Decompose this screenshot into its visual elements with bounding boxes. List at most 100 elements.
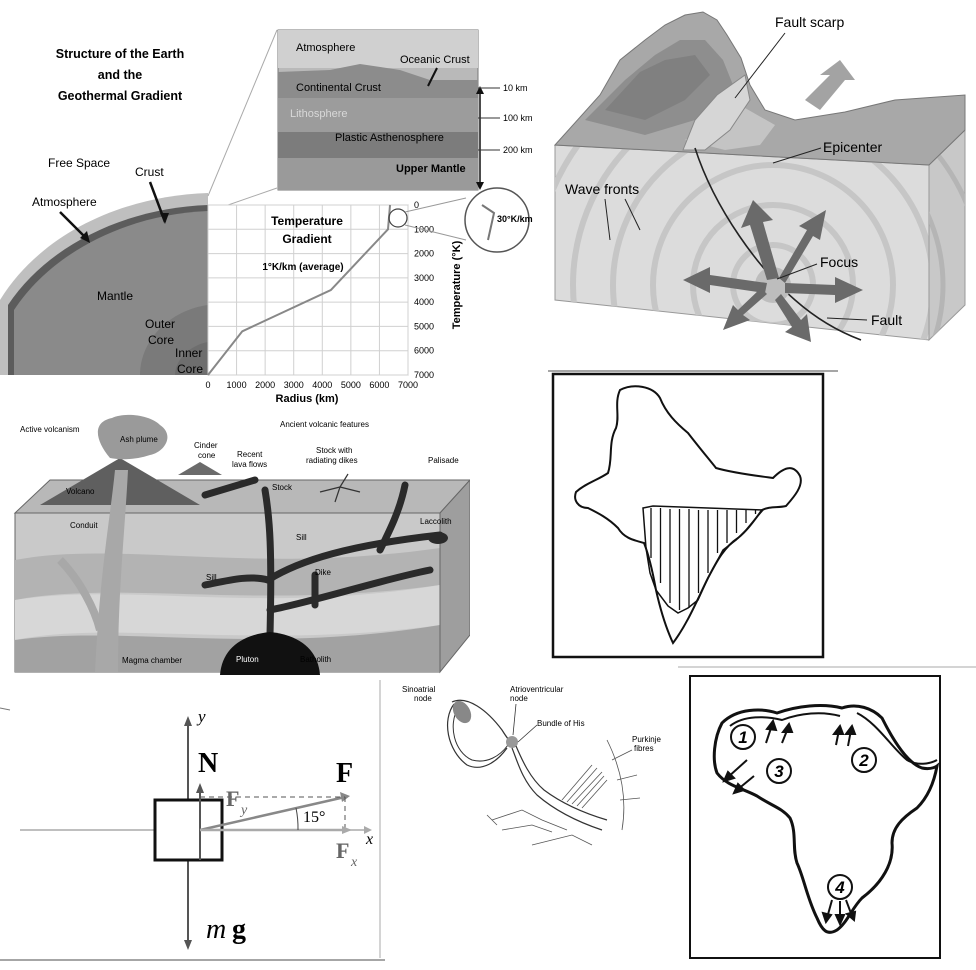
palisade-label: Palisade <box>428 456 459 465</box>
atmosphere-label: Atmosphere <box>32 195 97 209</box>
graph-y-tick: 6000 <box>414 346 434 356</box>
crust-inset: Atmosphere Oceanic Crust Continental Cru… <box>277 29 533 191</box>
earthquake-block-diagram: Fault scarp Epicenter Wave fronts Focus … <box>553 11 966 342</box>
x-axis-label: x <box>365 831 373 848</box>
earth-structure-diagram: Structure of the Earth and the Geotherma… <box>0 0 545 410</box>
graph-x-axis-label: Radius (km) <box>276 393 339 405</box>
inset-continental-crust: Continental Crust <box>296 82 381 94</box>
graph-x-tick: 4000 <box>312 380 332 390</box>
free-space-label: Free Space <box>48 156 110 170</box>
inset-200km: 200 km <box>503 145 533 155</box>
inset-100km: 100 km <box>503 113 533 123</box>
graph-x-tick: 3000 <box>284 380 304 390</box>
region-marker-label: 3 <box>774 762 784 781</box>
region-marker-circle <box>730 724 756 750</box>
fx-subscript: x <box>350 855 358 870</box>
focus-label: Focus <box>820 254 858 270</box>
stock-label: Stock <box>272 483 293 492</box>
sill-upper-label: Sill <box>296 533 307 542</box>
gradient-zoom-circle <box>464 187 530 253</box>
graph-x-tick: 5000 <box>341 380 361 390</box>
stock-dikes-label-2: radiating dikes <box>306 456 358 465</box>
dike-label: Dike <box>315 568 332 577</box>
region-marker-circle <box>766 758 792 784</box>
earth-title-line2: and the <box>98 68 142 82</box>
hatched-region <box>650 508 757 610</box>
india-map-diagram <box>548 370 976 668</box>
magma-chamber-label: Magma chamber <box>122 656 182 665</box>
graph-average-label: 1°K/km (average) <box>262 262 343 273</box>
gradient-zoom-label: 30°K/km <box>497 214 533 224</box>
weight-m-label: m <box>206 914 226 945</box>
laccolith-label: Laccolith <box>420 517 452 526</box>
normal-force-label: N <box>198 748 218 779</box>
recent-lava-label-2: lava flows <box>232 460 267 469</box>
graph-y-tick: 5000 <box>414 321 434 331</box>
angle-label: 15° <box>303 809 325 826</box>
cinder-cone-label-2: cone <box>198 451 216 460</box>
cinder-cone-label-1: Cinder <box>194 441 218 450</box>
india-outline <box>574 385 802 645</box>
active-volcanism-label: Active volcanism <box>20 425 80 434</box>
mantle-label: Mantle <box>97 289 133 303</box>
graph-y-tick: 3000 <box>414 273 434 283</box>
graph-title-2: Gradient <box>282 232 331 246</box>
purkinje-label-1: Purkinje <box>632 735 661 744</box>
graph-x-tick: 7000 <box>398 380 418 390</box>
graph-y-tick: 7000 <box>414 370 434 380</box>
region-marker-label: 1 <box>738 728 747 747</box>
volcanic-features-diagram: Active volcanism Ancient volcanic featur… <box>0 410 470 675</box>
inset-upper-mantle: Upper Mantle <box>396 163 466 175</box>
pluton-label: Pluton <box>236 655 259 664</box>
conduit-label: Conduit <box>70 521 98 530</box>
graph-y-tick: 2000 <box>414 249 434 259</box>
av-label-2: node <box>510 694 528 703</box>
sinoatrial-label-1: Sinoatrial <box>402 685 436 694</box>
applied-force-label: F <box>336 758 353 789</box>
africa-map-diagram: 1 2 3 4 <box>689 675 941 959</box>
outer-core-label-2: Core <box>148 333 174 347</box>
volcano-label: Volcano <box>66 487 95 496</box>
africa-arrows <box>722 718 857 927</box>
av-node <box>506 736 518 748</box>
graph-title-1: Temperature <box>271 214 343 228</box>
africa-numbered-markers: 1 2 3 4 <box>730 724 877 900</box>
crust-label: Crust <box>135 165 164 179</box>
graph-y-tick: 0 <box>414 200 419 210</box>
recent-lava-label-1: Recent <box>237 450 263 459</box>
weight-g-label: g <box>232 914 246 945</box>
fault-label: Fault <box>871 312 902 328</box>
region-marker-label: 2 <box>858 751 869 770</box>
purkinje-label-2: fibres <box>634 744 654 753</box>
inset-lithosphere: Lithosphere <box>290 108 348 120</box>
fault-scarp-label: Fault scarp <box>775 14 844 30</box>
sill-lower-label: Sill <box>206 573 217 582</box>
graph-y-tick: 4000 <box>414 297 434 307</box>
wave-fronts-label: Wave fronts <box>565 181 639 197</box>
graph-y-axis-label: Temperature (°K) <box>451 240 463 329</box>
ash-plume-label: Ash plume <box>120 435 158 444</box>
temperature-gradient-graph: 0100020003000400050006000700001000200030… <box>205 200 434 390</box>
sinoatrial-node <box>452 700 472 724</box>
outer-core-label-1: Outer <box>145 317 175 331</box>
graph-x-tick: 1000 <box>227 380 247 390</box>
inset-oceanic-crust: Oceanic Crust <box>400 54 470 66</box>
graph-x-tick: 2000 <box>255 380 275 390</box>
africa-outline <box>712 704 940 934</box>
region-marker-circle <box>851 747 877 773</box>
inset-10km: 10 km <box>503 83 528 93</box>
earth-title-line1: Structure of the Earth <box>56 47 185 61</box>
av-label-1: Atrioventricular <box>510 685 564 694</box>
fy-subscript: y <box>239 803 248 818</box>
bundle-his-label: Bundle of His <box>537 719 585 728</box>
region-marker-label: 4 <box>834 878 845 897</box>
force-diagram: y x N F F y 15° F x m g <box>0 680 385 961</box>
batholith-label: Batholith <box>300 655 331 664</box>
region-marker-circle <box>827 874 853 900</box>
focus-energy-arrows <box>683 200 863 342</box>
inset-atmosphere: Atmosphere <box>296 42 355 54</box>
inset-asthenosphere: Plastic Asthenosphere <box>335 132 444 144</box>
temperature-curve <box>207 204 392 376</box>
heart-conduction-diagram: Sinoatrial node Atrioventricular node Bu… <box>392 680 682 870</box>
ancient-features-label: Ancient volcanic features <box>280 420 369 429</box>
